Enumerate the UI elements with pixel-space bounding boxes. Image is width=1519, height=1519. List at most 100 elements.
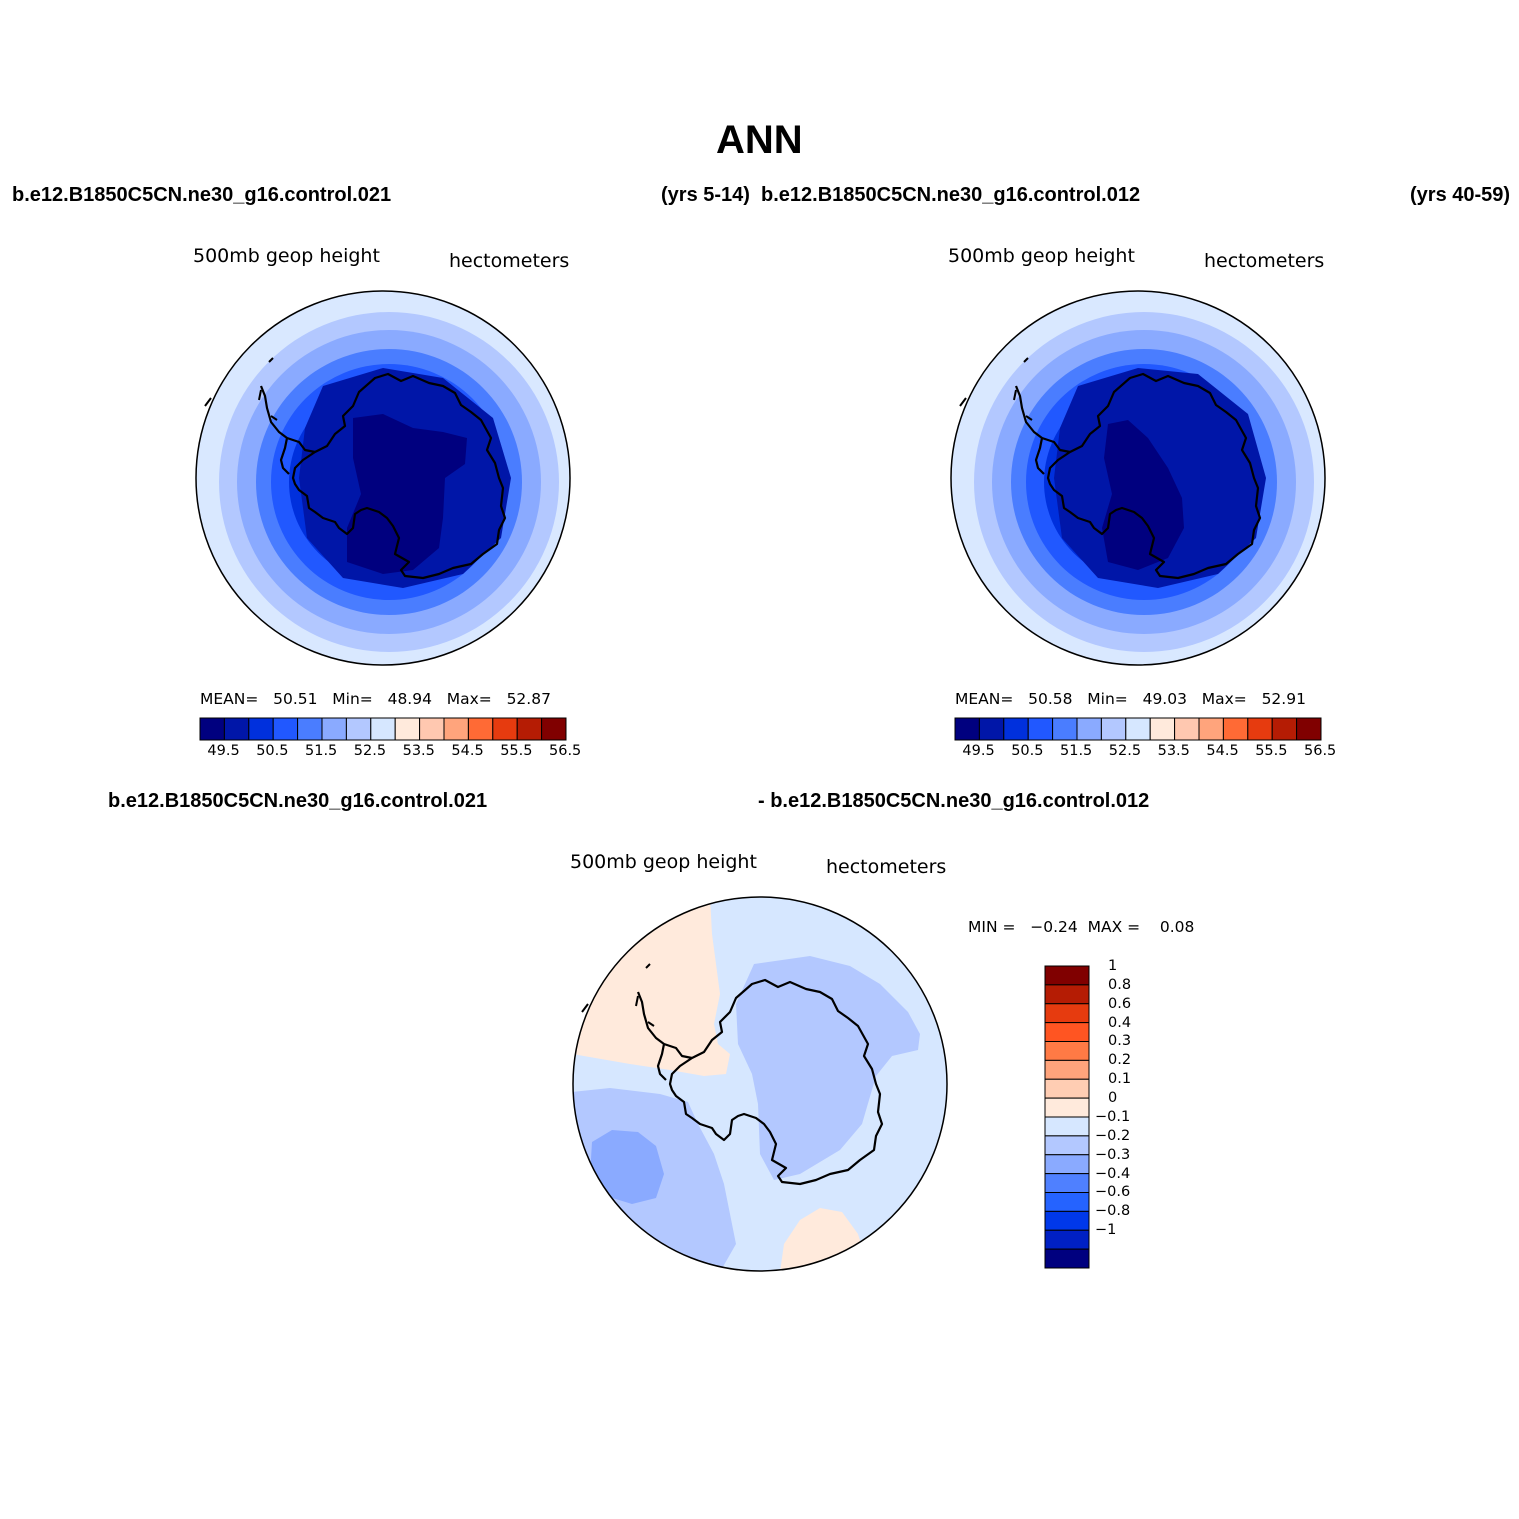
- panel2-variable: 500mb geop height: [948, 245, 1135, 267]
- panel2-stats: MEAN= 50.58 Min= 49.03 Max= 52.91: [955, 690, 1306, 708]
- colorbar-tick-label: 54.5: [451, 743, 484, 759]
- colorbar-tick-label: −0.2: [1095, 1127, 1131, 1144]
- colorbar-swatch: [248, 717, 274, 741]
- colorbar-tick-label: 50.5: [1011, 743, 1044, 759]
- panel1-stats: MEAN= 50.51 Min= 48.94 Max= 52.87: [200, 690, 551, 708]
- colorbar-swatch: [1044, 1003, 1090, 1024]
- colorbar-swatch: [954, 717, 980, 741]
- colorbar-tick-label: −0.8: [1095, 1203, 1131, 1220]
- antarctica-coastline: [1046, 372, 1262, 580]
- colorbar-tick-label: 54.5: [1206, 743, 1239, 759]
- colorbar-swatch: [1174, 717, 1200, 741]
- peninsula-islands: [959, 357, 1033, 421]
- colorbar-swatch: [199, 717, 225, 741]
- colorbar-tick-label: 49.5: [962, 743, 995, 759]
- colorbar-swatch: [1044, 1116, 1090, 1137]
- colorbar-swatch: [492, 717, 518, 741]
- panel1-units: hectometers: [449, 250, 570, 272]
- panel3-stats: MIN = −0.24 MAX = 0.08: [968, 918, 1195, 936]
- panel3-variable: 500mb geop height: [570, 851, 757, 873]
- colorbar-tick-label: 55.5: [500, 743, 533, 759]
- colorbar-tick-label: 49.5: [207, 743, 240, 759]
- panel1-map: [195, 290, 571, 666]
- colorbar-tick-label: 0.8: [1108, 976, 1132, 993]
- colorbar-swatch: [370, 717, 396, 741]
- case2-years: (yrs 40-59): [1410, 184, 1511, 206]
- panel2-contours: [951, 291, 1325, 665]
- colorbar-tick-label: −0.3: [1095, 1146, 1131, 1163]
- colorbar-swatch: [1247, 717, 1273, 741]
- colorbar-tick-label: 56.5: [1304, 743, 1337, 759]
- colorbar-swatch: [1044, 1248, 1090, 1269]
- colorbar-tick-label: −1: [1095, 1222, 1117, 1239]
- case1-years: (yrs 5-14): [661, 184, 750, 206]
- diff-case2-name: - b.e12.B1850C5CN.ne30_g16.control.012: [758, 790, 1150, 812]
- colorbar-tick-label: −0.6: [1095, 1184, 1131, 1201]
- colorbar-tick-label: 51.5: [1060, 743, 1093, 759]
- colorbar-tick-label: 0.6: [1108, 995, 1132, 1012]
- colorbar-swatch: [419, 717, 445, 741]
- colorbar-swatch: [1044, 1229, 1090, 1250]
- colorbar-swatch: [443, 717, 469, 741]
- colorbar-swatch: [1044, 1192, 1090, 1212]
- colorbar-tick-label: 55.5: [1255, 743, 1288, 759]
- colorbar-swatch: [1044, 1210, 1090, 1231]
- peninsula-islands: [204, 357, 278, 421]
- contour-band-core: [1102, 420, 1184, 570]
- plot-title: ANN: [716, 118, 803, 162]
- colorbar-swatch: [1052, 717, 1078, 741]
- colorbar-swatch: [1044, 1059, 1090, 1080]
- colorbar-swatch: [1044, 1154, 1090, 1175]
- colorbar-swatch: [978, 717, 1005, 741]
- case1-name: b.e12.B1850C5CN.ne30_g16.control.021: [12, 184, 392, 206]
- colorbar-swatch: [1044, 984, 1090, 1005]
- colorbar-swatch: [1044, 965, 1090, 986]
- colorbar-swatch: [1271, 717, 1298, 741]
- colorbar-swatch: [1222, 717, 1249, 741]
- contour-band-core: [347, 414, 467, 574]
- colorbar-tick-label: 56.5: [549, 743, 582, 759]
- colorbar-tick-label: 0.1: [1108, 1071, 1132, 1088]
- colorbar-swatch: [272, 717, 299, 741]
- colorbar-swatch: [467, 717, 494, 741]
- colorbar-swatch: [1125, 717, 1151, 741]
- colorbar-tick-label: 0.2: [1108, 1052, 1132, 1069]
- colorbar-tick-label: 51.5: [305, 743, 338, 759]
- colorbar-tick-label: 52.5: [1108, 743, 1142, 759]
- colorbar-tick-label: 0: [1108, 1090, 1118, 1106]
- panel3-colorbar: [1044, 965, 1090, 1269]
- panel2-map: [950, 290, 1326, 666]
- colorbar-swatch: [1044, 1041, 1090, 1061]
- colorbar-swatch: [1076, 717, 1102, 741]
- panel2-units: hectometers: [1204, 250, 1325, 272]
- antarctica-coastline: [291, 372, 507, 580]
- colorbar-swatch: [1100, 717, 1127, 741]
- colorbar-tick-label: 53.5: [402, 743, 435, 759]
- colorbar-swatch: [223, 717, 250, 741]
- panel2-colorbar: [954, 717, 1322, 741]
- case2-name: b.e12.B1850C5CN.ne30_g16.control.012: [761, 184, 1141, 206]
- colorbar-swatch: [345, 717, 372, 741]
- colorbar-swatch: [1003, 717, 1029, 741]
- colorbar-swatch: [1044, 1022, 1090, 1042]
- colorbar-tick-label: −0.4: [1095, 1165, 1131, 1182]
- colorbar-swatch: [394, 717, 421, 741]
- colorbar-swatch: [1044, 1135, 1090, 1156]
- colorbar-tick-label: 53.5: [1157, 743, 1190, 759]
- diff-negative-core-west: [590, 1130, 664, 1204]
- colorbar-tick-label: 0.3: [1108, 1033, 1132, 1050]
- colorbar-swatch: [1296, 717, 1322, 741]
- colorbar-swatch: [1044, 1173, 1090, 1193]
- colorbar-swatch: [321, 717, 347, 741]
- antarctic-peninsula: [1014, 385, 1071, 475]
- colorbar-swatch: [1044, 1097, 1090, 1118]
- colorbar-swatch: [1198, 717, 1224, 741]
- panel1-colorbar: [199, 717, 567, 741]
- diff-negative-region-east: [736, 956, 920, 1180]
- peninsula-islands: [581, 963, 655, 1027]
- panel3-map: [572, 896, 948, 1272]
- colorbar-swatch: [1027, 717, 1054, 741]
- antarctica-coastline: [668, 978, 884, 1186]
- colorbar-swatch: [297, 717, 323, 741]
- colorbar-swatch: [516, 717, 543, 741]
